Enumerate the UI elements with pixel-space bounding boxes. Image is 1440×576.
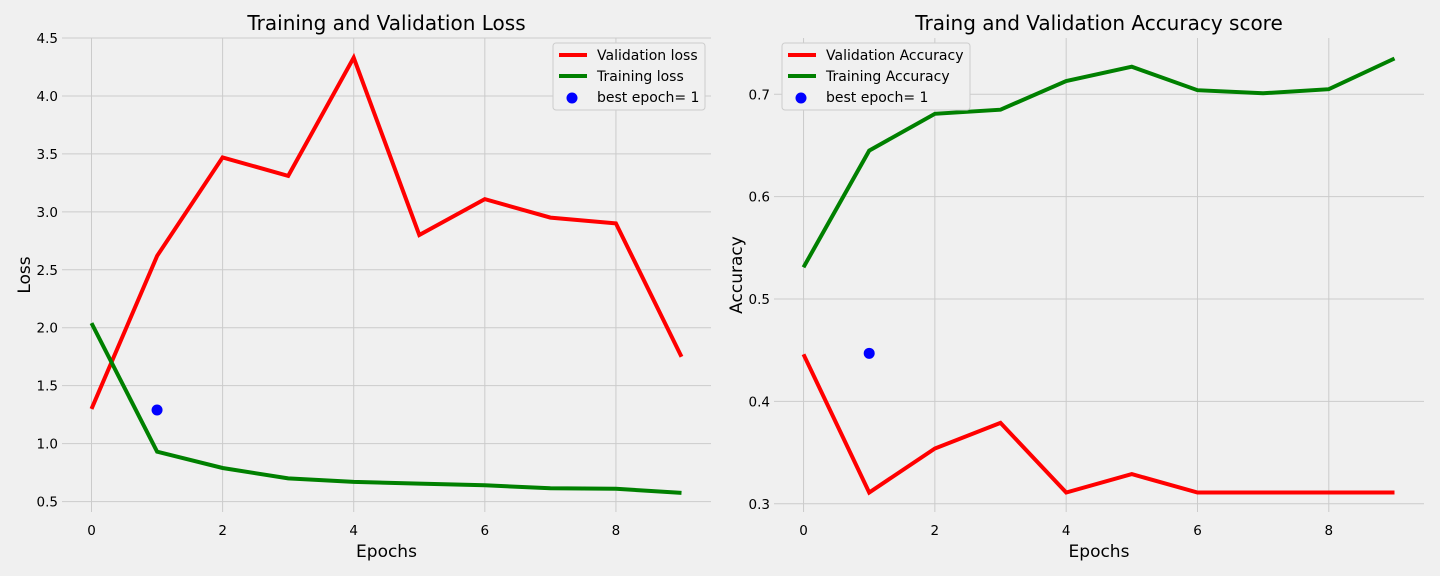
y-tick-label: 0.4 [749,394,770,410]
validation-loss-line [89,52,684,410]
training-loss-line [89,322,682,495]
y-tick-label: 0.6 [749,190,770,206]
x-tick-label: 8 [1325,523,1334,539]
y-tick-label: 2.5 [37,263,58,279]
best-epoch-point [863,347,875,359]
chart-title: Traing and Validation Accuracy score [914,11,1283,35]
y-tick-label: 3.0 [37,205,58,221]
y-tick-label: 0.3 [749,497,770,513]
legend: Validation Accuracy Training Accuracy best… [781,42,971,111]
y-tick-label: 0.7 [749,87,770,103]
x-tick-label: 2 [218,523,227,539]
chart-1: 0 2 4 6 8 0.5 1.0 1.5 2.0 2.5 3.0 3.5 4.0 4.5 Training… [15,11,711,562]
x-tick-label: 6 [481,523,490,539]
legend-label: Training loss [596,69,684,85]
legend-swatch [566,92,578,104]
x-tick-label: 2 [931,523,940,539]
x-tick-label: 4 [349,523,358,539]
y-tick-label: 1.0 [37,437,58,453]
x-tick-label: 6 [1193,523,1202,539]
chart-title: Training and Validation Loss [246,11,525,35]
x-axis-label: Epochs [1069,542,1130,562]
x-tick-label: 0 [799,523,808,539]
x-tick-label: 4 [1062,523,1071,539]
y-axis-label: Loss [15,256,35,293]
legend-box [781,42,971,111]
legend-label: Validation loss [597,48,698,64]
legend-label: best epoch= 1 [597,90,699,106]
y-tick-label: 0.5 [749,292,770,308]
x-tick-label: 0 [87,523,96,539]
legend-label: best epoch= 1 [826,90,928,106]
validation-accuracy-line [801,353,1395,496]
y-tick-label: 2.0 [37,321,58,337]
y-tick-label: 0.5 [37,495,58,511]
y-tick-label: 3.5 [37,147,58,163]
legend: Validation loss Training loss best epoch= … [552,42,706,111]
legend-label: Validation Accuracy [826,48,964,64]
y-tick-label: 4.5 [37,31,58,47]
training-accuracy-line [801,56,1396,269]
legend-label: Training Accuracy [825,69,950,85]
chart-2: 0 2 4 6 8 0.3 0.4 0.5 0.6 0.7 Traing and Validatio… [727,11,1424,562]
legend-swatch [795,92,807,104]
y-tick-label: 1.5 [37,379,58,395]
x-tick-label: 8 [612,523,621,539]
legend-box [552,42,706,111]
y-tick-label: 4.0 [37,89,58,105]
y-axis-label: Accuracy [727,236,747,314]
x-axis-label: Epochs [356,542,417,562]
best-epoch-point [151,404,163,416]
